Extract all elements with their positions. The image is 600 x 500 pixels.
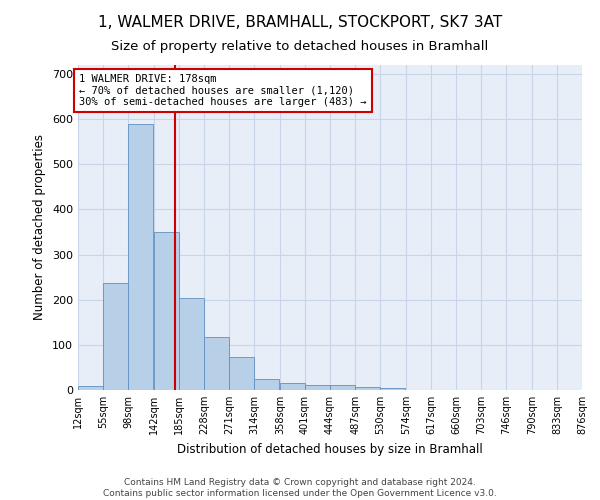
Text: Contains HM Land Registry data © Crown copyright and database right 2024.
Contai: Contains HM Land Registry data © Crown c… xyxy=(103,478,497,498)
Bar xyxy=(280,383,305,390)
Bar xyxy=(355,388,380,390)
Text: Size of property relative to detached houses in Bramhall: Size of property relative to detached ho… xyxy=(112,40,488,53)
Bar xyxy=(204,336,229,390)
Bar xyxy=(330,386,355,390)
Text: 1 WALMER DRIVE: 178sqm
← 70% of detached houses are smaller (1,120)
30% of semi-: 1 WALMER DRIVE: 178sqm ← 70% of detached… xyxy=(79,74,367,107)
Bar xyxy=(103,283,128,390)
Bar xyxy=(254,378,279,390)
X-axis label: Distribution of detached houses by size in Bramhall: Distribution of detached houses by size … xyxy=(177,442,483,456)
Bar xyxy=(229,357,254,390)
Text: 1, WALMER DRIVE, BRAMHALL, STOCKPORT, SK7 3AT: 1, WALMER DRIVE, BRAMHALL, STOCKPORT, SK… xyxy=(98,15,502,30)
Bar xyxy=(380,388,405,390)
Bar xyxy=(305,386,330,390)
Bar xyxy=(128,124,153,390)
Y-axis label: Number of detached properties: Number of detached properties xyxy=(34,134,46,320)
Bar xyxy=(154,232,179,390)
Bar xyxy=(179,298,204,390)
Bar xyxy=(78,386,103,390)
